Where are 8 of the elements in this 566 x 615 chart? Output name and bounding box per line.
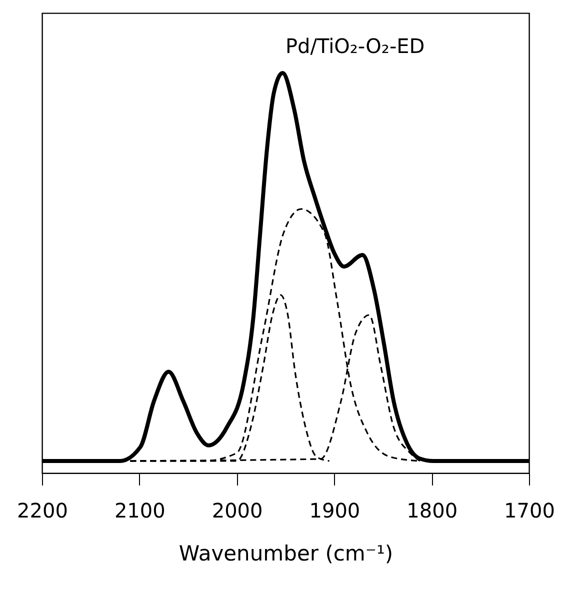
x-tick-label: 1800 [406, 498, 458, 522]
x-tick-label: 2100 [114, 498, 166, 522]
text: Pd/TiO₂-O₂-ED [286, 34, 425, 58]
x-axis-title: Wavenumber (cm⁻¹) [178, 542, 394, 566]
x-tick-label: 1900 [309, 498, 360, 522]
x-tick-label: 2000 [212, 498, 263, 522]
x-tick-label: 1700 [504, 498, 555, 522]
x-tick-label: 2200 [17, 498, 68, 522]
